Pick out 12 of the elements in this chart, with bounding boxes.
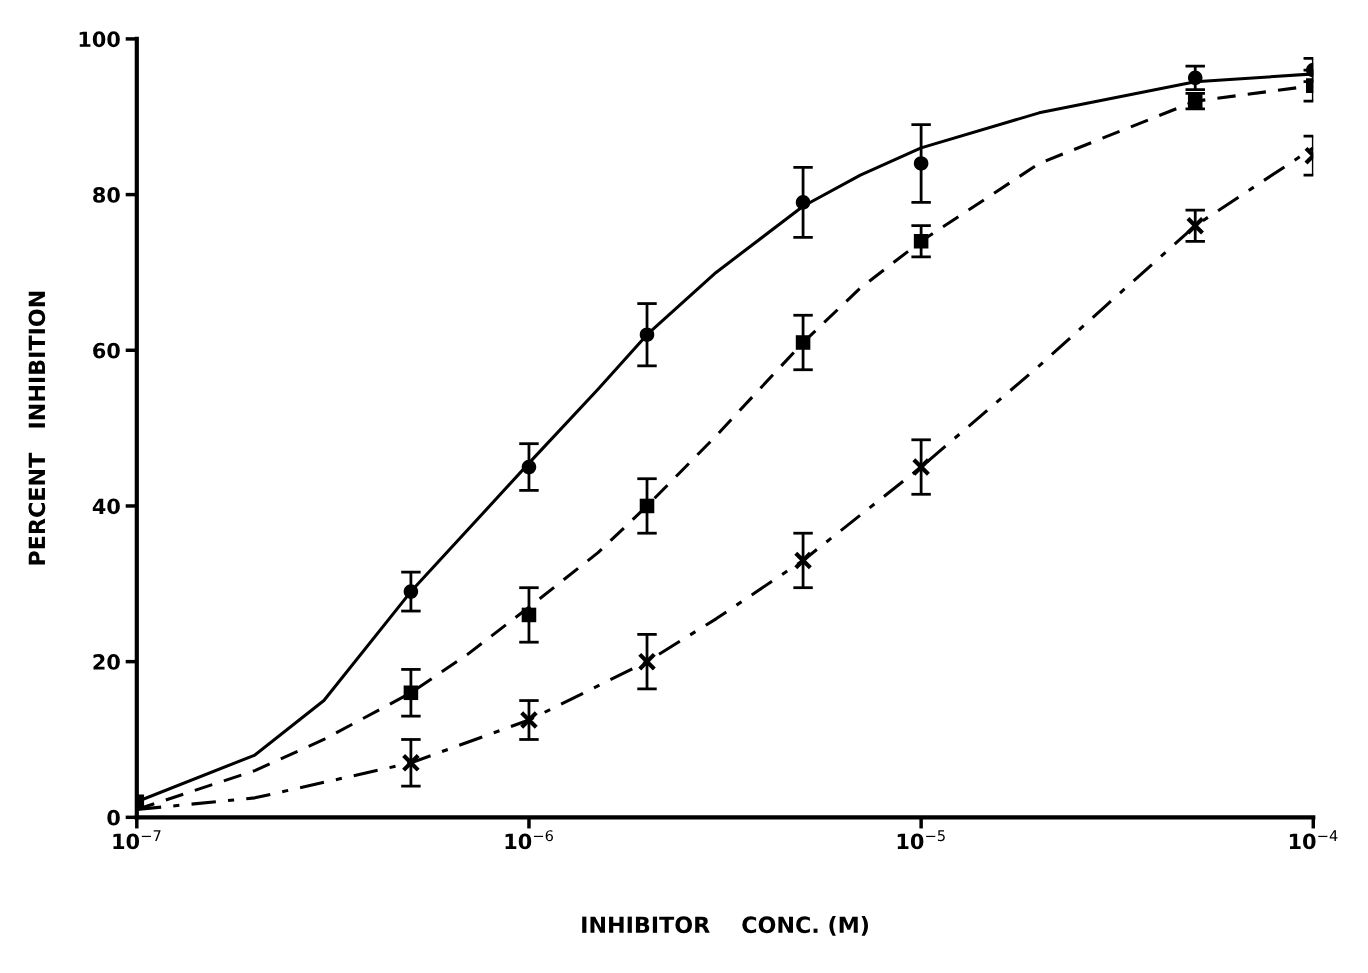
y-tick-label: 40 (92, 498, 120, 515)
y-axis-title: PERCENT INHIBITION (28, 291, 46, 565)
y-tick-label: 0 (107, 809, 120, 826)
x-tick-label: 10$^{−7}$ (113, 830, 161, 850)
y-tick-label: 20 (93, 654, 120, 670)
x-tick-label: 10$^{−4}$ (1289, 830, 1338, 850)
x-axis-title: INHIBITOR CONC. (M) (582, 915, 869, 936)
y-tick-label: 80 (93, 187, 120, 203)
x-tick-label: 10$^{−6}$ (505, 830, 553, 850)
y-tick-label: 100 (79, 31, 120, 48)
y-tick-label: 60 (93, 342, 120, 359)
x-tick-label: 10$^{−5}$ (897, 830, 945, 850)
